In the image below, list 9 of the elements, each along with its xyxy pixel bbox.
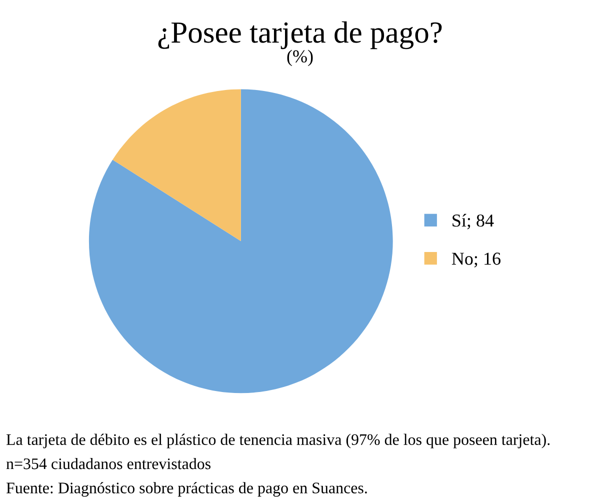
text: La tarjeta de débito es el plástico de tenencia masiva (97% de los que poseen tarjeta). bbox=[6, 434, 550, 448]
legend-label: Sí; 84 bbox=[452, 214, 494, 230]
legend-label: No; 16 bbox=[452, 252, 500, 268]
pie-slice bbox=[88, 89, 393, 394]
text: n=354 ciudadanos entrevistados bbox=[6, 458, 210, 470]
pie-slice bbox=[112, 89, 241, 242]
source-note: Fuente: Diagnóstico sobre prácticas de pago en Suances. bbox=[6, 482, 367, 497]
chart-title: ¿Posee tarjeta de pago? bbox=[158, 21, 442, 50]
chart-subtitle: (%) bbox=[287, 50, 313, 66]
